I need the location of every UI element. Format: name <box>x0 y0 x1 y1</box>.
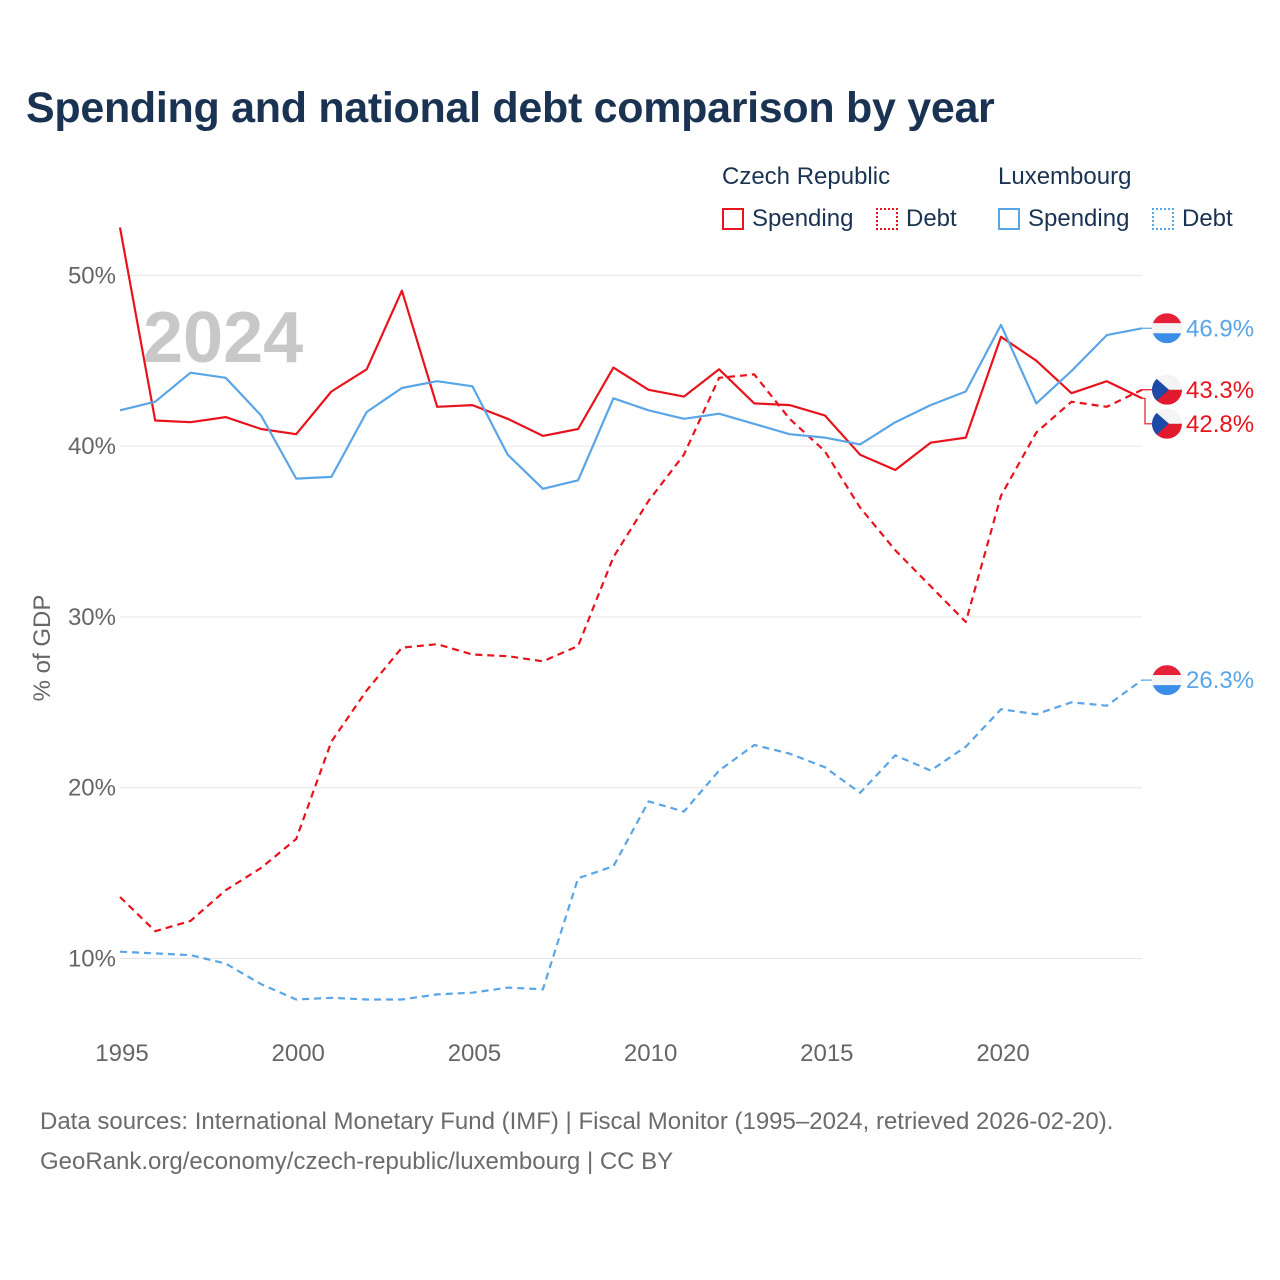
legend-label: Debt <box>906 205 957 232</box>
y-axis-label: % of GDP <box>29 595 56 702</box>
series-line-czech-republic-debt <box>119 373 1143 933</box>
x-tick-label: 2020 <box>976 1040 1029 1067</box>
legend-swatch-solid-icon <box>722 208 744 230</box>
legend-swatch-solid-icon <box>998 208 1020 230</box>
legend-group-czech-republic: Czech Republic <box>722 163 891 190</box>
luxembourg-flag-icon <box>1152 665 1182 696</box>
end-value-label: 42.8% <box>1186 411 1254 438</box>
legend-label: Spending <box>1028 205 1130 232</box>
label-connector <box>1142 397 1153 425</box>
legend-luxembourg-debt[interactable]: Debt <box>1152 205 1233 233</box>
legend-czech-debt[interactable]: Debt <box>876 205 957 233</box>
y-tick-label: 40% <box>68 433 116 460</box>
footer-sources: Data sources: International Monetary Fun… <box>40 1108 1114 1135</box>
end-value-label: 46.9% <box>1186 315 1254 342</box>
czech-flag-icon <box>1152 408 1182 439</box>
y-tick-label: 50% <box>68 262 116 289</box>
x-tick-label: 2005 <box>448 1040 501 1067</box>
x-tick-label: 2010 <box>624 1040 677 1067</box>
x-tick-label: 2015 <box>800 1040 853 1067</box>
legend-luxembourg-spending[interactable]: Spending <box>998 205 1129 233</box>
legend-swatch-dotted-icon <box>1152 208 1174 230</box>
legend-czech-spending[interactable]: Spending <box>722 205 853 233</box>
year-watermark: 2024 <box>143 298 303 378</box>
series-lines <box>118 227 1143 1001</box>
end-labels: 46.9% 43.3% 42.8% 26.3% <box>1142 313 1254 696</box>
y-tick-label: 10% <box>68 946 116 973</box>
x-tick-label: 1995 <box>95 1040 148 1067</box>
footer-link: GeoRank.org/economy/czech-republic/luxem… <box>40 1148 674 1175</box>
series-line-luxembourg-debt <box>119 679 1143 1001</box>
end-value-label: 26.3% <box>1186 667 1254 694</box>
legend-swatch-dotted-icon <box>876 208 898 230</box>
series-line-luxembourg-spending <box>119 323 1143 490</box>
legend-label: Spending <box>752 205 854 232</box>
x-axis-ticks: 1995 2000 2005 2010 2015 2020 <box>95 1040 1029 1067</box>
series-line-czech-republic-spending <box>118 227 1143 472</box>
y-axis-ticks: 10% 20% 30% 40% 50% <box>68 262 116 972</box>
y-tick-label: 30% <box>68 604 116 631</box>
y-tick-label: 20% <box>68 775 116 802</box>
line-chart: 2024 10% 20% 30% 40% 50% 1995 2000 2005 2010 201… <box>29 227 1254 1067</box>
chart-title: Spending and national debt comparison by… <box>26 84 995 132</box>
czech-flag-icon <box>1152 374 1182 405</box>
legend-label: Debt <box>1182 205 1233 232</box>
gridlines <box>120 274 1142 960</box>
luxembourg-flag-icon <box>1152 313 1182 344</box>
end-value-label: 43.3% <box>1186 377 1254 404</box>
x-tick-label: 2000 <box>272 1040 325 1067</box>
legend-group-luxembourg: Luxembourg <box>998 163 1132 190</box>
